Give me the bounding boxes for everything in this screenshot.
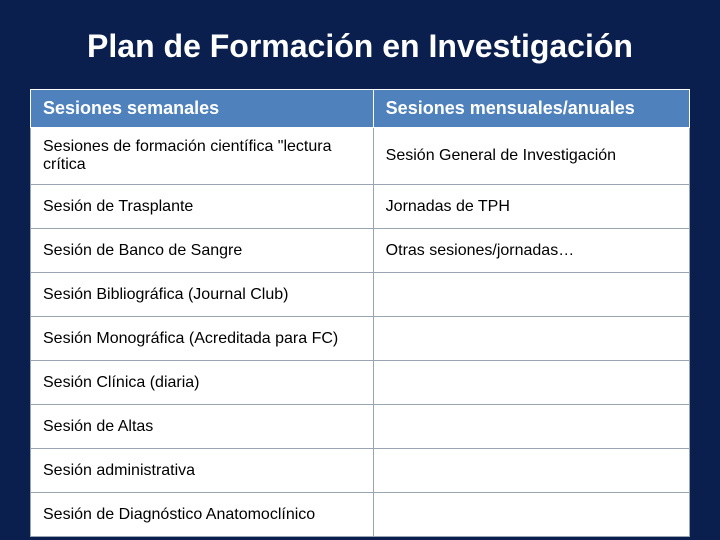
slide-title: Plan de Formación en Investigación	[0, 0, 720, 89]
table-row: Sesión administrativa	[31, 449, 690, 493]
cell-weekly: Sesión de Diagnóstico Anatomoclínico	[31, 493, 374, 537]
cell-weekly: Sesiones de formación científica "lectur…	[31, 128, 374, 185]
cell-monthly: Sesión General de Investigación	[373, 128, 689, 185]
table-row: Sesiones de formación científica "lectur…	[31, 128, 690, 185]
cell-monthly: Otras sesiones/jornadas…	[373, 229, 689, 273]
cell-weekly: Sesión de Banco de Sangre	[31, 229, 374, 273]
table-row: Sesión de Diagnóstico Anatomoclínico	[31, 493, 690, 537]
cell-weekly: Sesión Monográfica (Acreditada para FC)	[31, 317, 374, 361]
cell-monthly	[373, 273, 689, 317]
cell-monthly: Jornadas de TPH	[373, 185, 689, 229]
cell-monthly	[373, 361, 689, 405]
cell-weekly: Sesión Clínica (diaria)	[31, 361, 374, 405]
cell-monthly	[373, 449, 689, 493]
table-row: Sesión Monográfica (Acreditada para FC)	[31, 317, 690, 361]
table-container: Sesiones semanales Sesiones mensuales/an…	[0, 89, 720, 537]
table-row: Sesión de Trasplante Jornadas de TPH	[31, 185, 690, 229]
table-row: Sesión Bibliográfica (Journal Club)	[31, 273, 690, 317]
cell-monthly	[373, 405, 689, 449]
cell-monthly	[373, 493, 689, 537]
table-row: Sesión Clínica (diaria)	[31, 361, 690, 405]
table-row: Sesión de Altas	[31, 405, 690, 449]
column-header-weekly: Sesiones semanales	[31, 90, 374, 128]
cell-weekly: Sesión administrativa	[31, 449, 374, 493]
training-plan-table: Sesiones semanales Sesiones mensuales/an…	[30, 89, 690, 537]
cell-weekly: Sesión de Altas	[31, 405, 374, 449]
cell-weekly: Sesión Bibliográfica (Journal Club)	[31, 273, 374, 317]
cell-weekly: Sesión de Trasplante	[31, 185, 374, 229]
slide: Plan de Formación en Investigación Sesio…	[0, 0, 720, 540]
cell-monthly	[373, 317, 689, 361]
table-header-row: Sesiones semanales Sesiones mensuales/an…	[31, 90, 690, 128]
column-header-monthly: Sesiones mensuales/anuales	[373, 90, 689, 128]
table-row: Sesión de Banco de Sangre Otras sesiones…	[31, 229, 690, 273]
